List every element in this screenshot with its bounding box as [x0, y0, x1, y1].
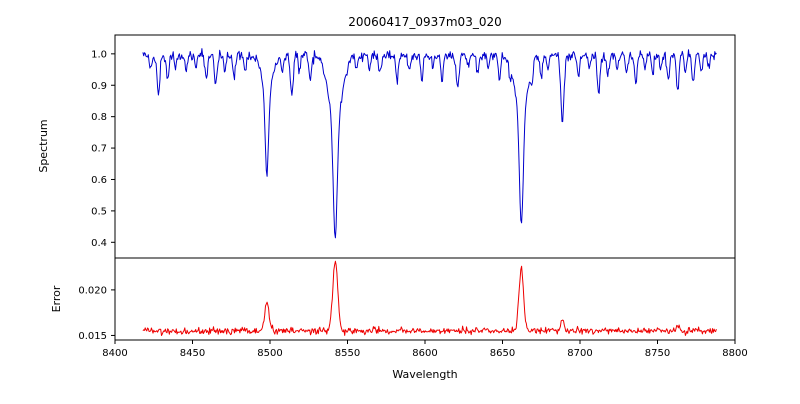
error-panel-frame: [114, 257, 736, 341]
x-tick-label: 8400: [102, 348, 127, 359]
plot-area: 8400 8450 8500 8550 8600 8650 8700 8750 8800 0.4 0…: [78, 34, 748, 359]
spectrum-curve: [142, 48, 717, 239]
y-tick-label-spectrum: 0.9: [91, 81, 107, 92]
y-tick-label-spectrum: 0.8: [91, 112, 107, 123]
x-tick-label: 8700: [567, 348, 592, 359]
y-tick-label-spectrum: 0.5: [91, 206, 107, 217]
x-tick-label: 8650: [490, 348, 515, 359]
x-tick-label: 8550: [335, 348, 360, 359]
y-axis-label-error: Error: [50, 285, 63, 312]
y-tick-label-spectrum: 0.4: [91, 238, 107, 249]
x-tick-label: 8500: [257, 348, 282, 359]
x-axis-label: Wavelength: [392, 368, 457, 381]
y-tick-label-spectrum: 1.0: [91, 49, 107, 60]
x-tick-label: 8800: [722, 348, 747, 359]
y-tick-label-spectrum: 0.6: [91, 175, 107, 186]
x-tick-label: 8450: [180, 348, 205, 359]
x-tick-label: 8600: [412, 348, 437, 359]
y-axis-label-spectrum: Spectrum: [37, 119, 50, 172]
y-tick-label-error: 0.015: [78, 331, 107, 342]
y-tick-label-spectrum: 0.7: [91, 144, 107, 155]
x-tick-label: 8750: [645, 348, 670, 359]
chart-title: 20060417_0937m03_020: [348, 15, 501, 29]
y-tick-label-error: 0.020: [78, 285, 107, 296]
error-curve: [142, 260, 717, 336]
